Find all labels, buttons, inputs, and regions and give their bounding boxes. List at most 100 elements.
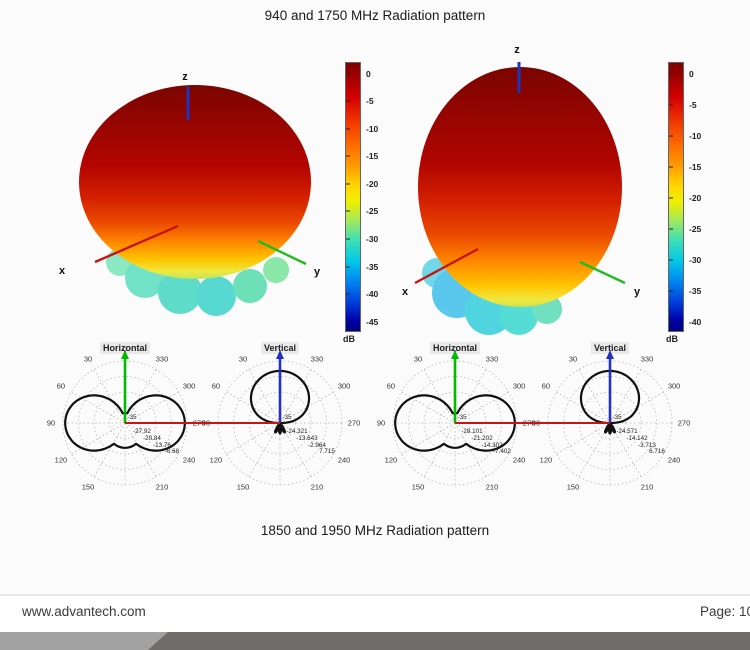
polar-title-4: Vertical: [590, 342, 630, 354]
colorbar-tick-label: -25: [366, 206, 379, 217]
polar-angle-label: 240: [513, 456, 526, 465]
colorbar-tick-mark: [346, 128, 350, 130]
bottom-accent-bar: [0, 632, 750, 650]
polar-grid-spoke: [578, 369, 611, 424]
polar-radial-label: -27.92: [133, 428, 151, 435]
polar-angle-label: 60: [57, 382, 65, 391]
polar-radial-label: -14.302: [481, 442, 503, 449]
polar-radial-label: 6.716: [649, 448, 665, 455]
polar-grid-ring: [547, 360, 673, 486]
polar-angle-label: 30: [414, 354, 422, 363]
polar-radial-label: -13.76: [153, 442, 171, 449]
polar-radial-label: -20.84: [143, 435, 161, 442]
colorbar-tick-mark: [669, 166, 673, 168]
footer-strip: [0, 596, 750, 632]
polar-angle-label: 240: [183, 456, 196, 465]
polar-angle-label: 300: [513, 382, 526, 391]
polar-angle-label: 30: [569, 354, 577, 363]
polar-angle-label: 240: [668, 456, 681, 465]
polar-angle-label: 330: [486, 354, 499, 363]
colorbar-tick-mark: [346, 73, 350, 75]
x-axis-line: [414, 247, 479, 285]
polar-angle-label: 60: [542, 382, 550, 391]
polar-angle-label: 60: [212, 382, 220, 391]
y-axis-line: [257, 239, 307, 266]
colorbar-tick-label: -35: [366, 261, 379, 272]
y-axis-label: y: [634, 286, 641, 298]
page-title-bottom: 1850 and 1950 MHz Radiation pattern: [260, 523, 490, 538]
polar-angle-label: 210: [486, 483, 499, 492]
polar-angle-label: 90: [377, 419, 385, 428]
radiation-pattern-curve: [579, 369, 641, 435]
colorbar-tick-mark: [669, 73, 673, 75]
colorbar-tick-label: -40: [366, 289, 379, 300]
radiation-blob: [418, 67, 622, 307]
colorbar-tick-label: -5: [366, 96, 374, 107]
x-axis-line: [94, 224, 179, 264]
colorbar-tick-label: 0: [366, 68, 371, 79]
footer-website-link[interactable]: www.advantech.com: [22, 604, 146, 619]
polar-angle-label: 330: [641, 354, 654, 363]
polar-grid-ring: [217, 360, 343, 486]
polar-radial-label: -24.321: [286, 428, 308, 435]
polar-angle-label: 210: [156, 483, 169, 492]
polar-angle-label: 0: [123, 345, 127, 354]
polar-angle-label: 150: [412, 483, 425, 492]
polar-angle-label: 240: [338, 456, 351, 465]
colorbar-tick-mark: [346, 238, 350, 240]
polar-angle-label: 120: [540, 456, 553, 465]
colorbar-tick-mark: [669, 228, 673, 230]
radiation-pattern-curve: [394, 394, 516, 452]
polar-angle-label: 210: [641, 483, 654, 492]
polar-title-2: Vertical: [260, 342, 300, 354]
radiation-3d-plot-1750: z x y: [402, 44, 641, 335]
reference-axis-arrow: [121, 350, 129, 359]
colorbar-tick-mark: [346, 293, 350, 295]
polar-angle-label: 300: [338, 382, 351, 391]
colorbar-940: 0 -5 -10 -15 -20 -25 -30 -35 -40 -45: [345, 62, 378, 332]
polar-radial-label: -6.68: [165, 448, 180, 455]
polar-angle-label: 120: [55, 456, 68, 465]
colorbar-tick-label: 0: [689, 68, 694, 79]
polar-angle-label: 60: [387, 382, 395, 391]
polar-radial-label: 7.715: [319, 448, 335, 455]
colorbar-tick-mark: [346, 100, 350, 102]
polar-title-1: Horizontal: [100, 342, 150, 354]
colorbar-tick-mark: [346, 321, 350, 323]
colorbar-1750: 0 -5 -10 -15 -20 -25 -30 -35 -40: [668, 62, 701, 332]
colorbar-tick-mark: [346, 183, 350, 185]
polar-radial-label: -13.643: [296, 435, 318, 442]
colorbar-tick-mark: [669, 259, 673, 261]
colorbar-tick-label: -30: [689, 254, 702, 265]
footer-page-number: Page: 10: [700, 604, 750, 619]
z-axis-label: z: [514, 44, 520, 56]
y-axis-label: y: [314, 266, 321, 278]
y-axis-line: [579, 260, 626, 285]
polar-angle-label: 270: [678, 419, 691, 428]
polar-radial-label: -21.202: [471, 435, 493, 442]
polar-angle-label: 210: [311, 483, 324, 492]
polar-angle-label: 150: [82, 483, 95, 492]
polar-angle-label: 150: [237, 483, 250, 492]
page-title-top: 940 and 1750 MHz Radiation pattern: [264, 8, 486, 23]
polar-radial-label: -14.142: [626, 435, 648, 442]
polar-angle-label: 300: [183, 382, 196, 391]
polar-radial-label: -35: [457, 414, 467, 421]
colorbar-tick-label: -30: [366, 233, 379, 244]
reference-axis-arrow: [451, 350, 459, 359]
polar-angle-label: 120: [210, 456, 223, 465]
polar-angle-label: 150: [567, 483, 580, 492]
polar-radial-label: -24.571: [616, 428, 638, 435]
colorbar-tick-mark: [669, 290, 673, 292]
polar-angle-label: 330: [156, 354, 169, 363]
polar-grid-ring: [563, 376, 657, 470]
colorbar-tick-label: -45: [366, 316, 379, 327]
polar-angle-label: 90: [47, 419, 55, 428]
colorbar-tick-label: -40: [689, 316, 702, 327]
polar-angle-label: 300: [668, 382, 681, 391]
polar-grid-spoke: [248, 369, 281, 424]
colorbar-tick-label: -35: [689, 285, 702, 296]
colorbar-tick-label: -25: [689, 223, 702, 234]
colorbar-tick-label: -5: [689, 99, 697, 110]
polar-radial-label: -35: [282, 414, 292, 421]
